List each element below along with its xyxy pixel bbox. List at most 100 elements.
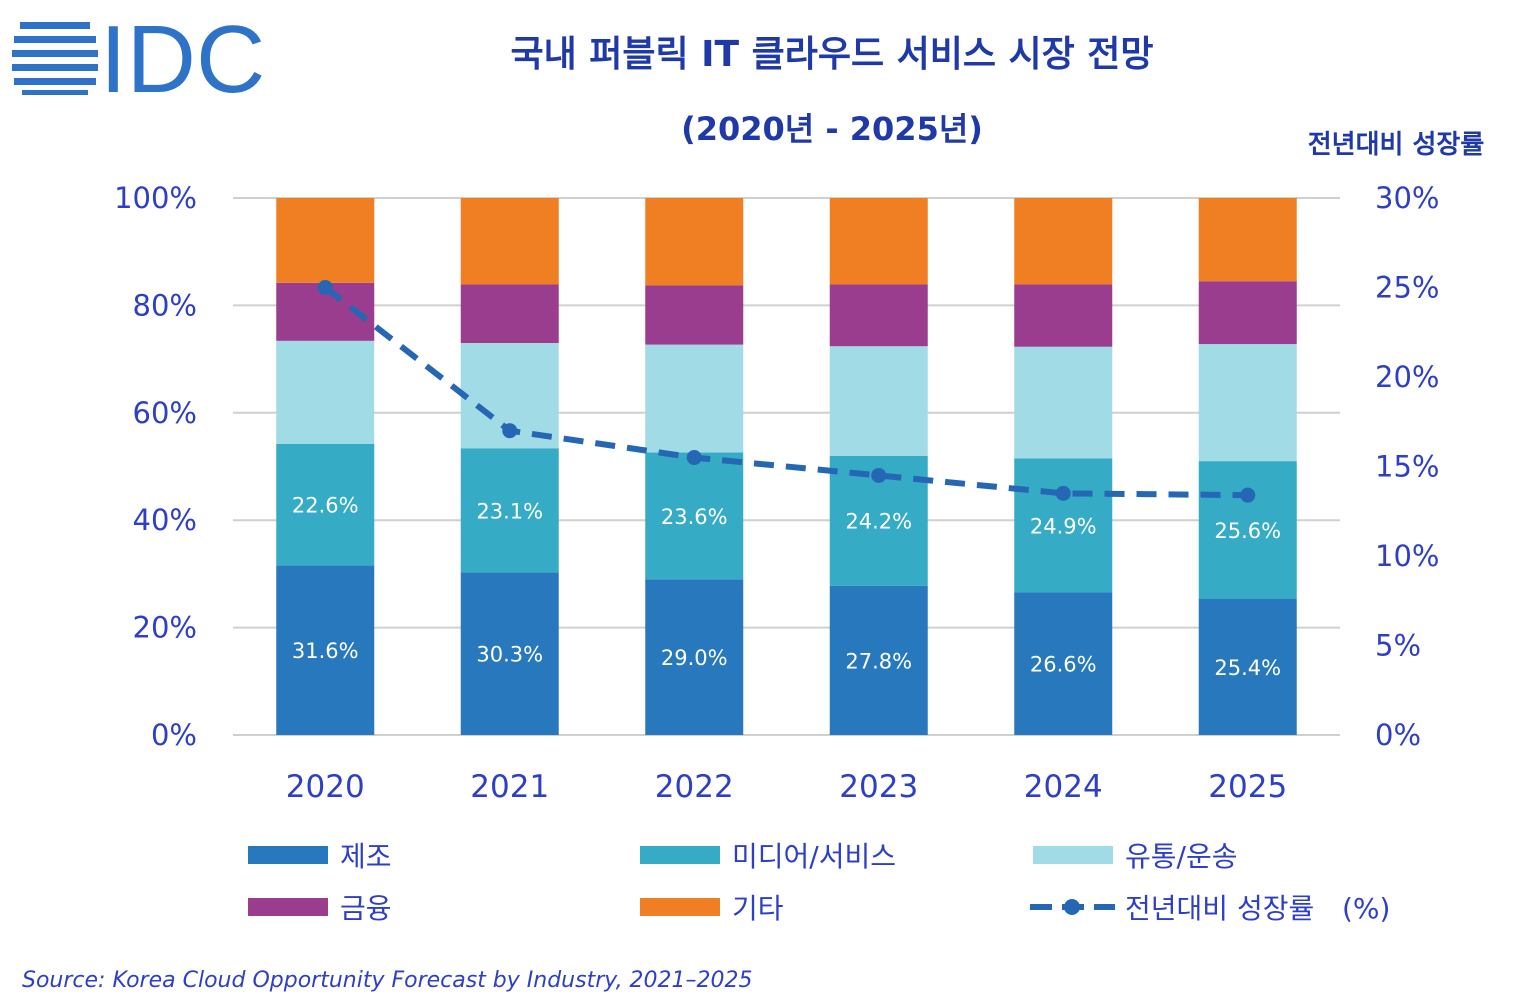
right-tick-label: 0% xyxy=(1375,718,1421,752)
legend-swatch xyxy=(248,846,328,864)
bar-segment xyxy=(1198,281,1297,345)
bar-segment xyxy=(1198,344,1297,462)
legend-swatch xyxy=(248,898,328,916)
chart-subtitle: (2020년 - 2025년) xyxy=(681,110,983,148)
left-tick-label: 100% xyxy=(114,181,197,215)
segment-value-label: 23.1% xyxy=(476,499,543,523)
chart-title: 국내 퍼블릭 IT 클라우드 서비스 시장 전망 xyxy=(510,34,1153,75)
x-tick-label: 2023 xyxy=(839,769,918,805)
bar-segment xyxy=(1014,284,1113,347)
x-tick-label: 2022 xyxy=(655,769,734,805)
growth-point xyxy=(317,280,333,295)
legend-unit-label: (%) xyxy=(1342,892,1390,925)
growth-point xyxy=(1240,487,1256,503)
bar-segment xyxy=(829,585,928,735)
legend-label: 미디어/서비스 xyxy=(732,840,896,873)
bar-segment xyxy=(1198,598,1297,735)
x-tick-label: 2024 xyxy=(1024,769,1103,805)
x-tick-label: 2020 xyxy=(286,769,365,805)
globe-stripes-icon xyxy=(12,22,98,95)
bar-segment xyxy=(276,340,375,444)
bar-segment xyxy=(645,285,744,345)
left-tick-label: 40% xyxy=(133,503,197,537)
legend-item: 제조 xyxy=(248,840,392,873)
segment-value-label: 25.6% xyxy=(1214,519,1281,543)
growth-point xyxy=(1055,485,1071,501)
growth-point xyxy=(871,467,887,483)
segment-value-label: 23.6% xyxy=(661,505,728,529)
bar-segment xyxy=(645,344,744,453)
segment-value-label: 22.6% xyxy=(292,494,359,518)
bar-segment xyxy=(645,579,744,735)
legend-item: 금융 xyxy=(248,892,392,925)
bar-segment xyxy=(1198,461,1297,599)
bar-segment xyxy=(645,198,744,286)
segment-value-label: 24.9% xyxy=(1030,514,1097,538)
segment-labels: 31.6% 22.6% 30.3% 23.1% 29.0% 23.6% 27.8% 24.2%… xyxy=(292,494,1281,680)
legend-label: 제조 xyxy=(340,840,392,873)
left-axis: 0% 20% 40% 60% 80% 100% xyxy=(114,181,197,752)
left-tick-label: 60% xyxy=(133,396,197,430)
bar-segment xyxy=(1014,198,1113,285)
legend-item: 미디어/서비스 xyxy=(640,840,896,873)
growth-point xyxy=(686,450,702,466)
right-tick-label: 5% xyxy=(1375,629,1421,663)
x-tick-label: 2025 xyxy=(1208,769,1287,805)
bar-segment xyxy=(1198,198,1297,282)
bar-segment xyxy=(460,572,559,735)
bar-segment xyxy=(829,284,928,347)
x-axis: 2020 2021 2022 2023 2024 2025 xyxy=(286,769,1287,805)
bar-segment xyxy=(276,443,375,566)
legend-label: 전년대비 성장률 xyxy=(1125,892,1314,925)
growth-line-series xyxy=(317,280,1256,503)
bar-segment xyxy=(645,452,744,580)
legend-label: 금융 xyxy=(340,892,392,925)
right-tick-label: 10% xyxy=(1375,539,1439,573)
legend-item: 기타 xyxy=(640,892,784,925)
bar-segment xyxy=(276,565,375,735)
left-tick-label: 80% xyxy=(133,288,197,322)
bar-segment xyxy=(829,198,928,285)
right-tick-label: 15% xyxy=(1375,450,1439,484)
legend-line-marker xyxy=(1064,899,1080,915)
segment-value-label: 27.8% xyxy=(845,649,912,673)
left-tick-label: 20% xyxy=(133,611,197,645)
growth-line xyxy=(323,285,1248,499)
legend-item: 유통/운송 xyxy=(1033,840,1237,873)
right-tick-label: 20% xyxy=(1375,360,1439,394)
idc-logo: IDC xyxy=(12,6,265,113)
legend-swatch xyxy=(640,846,720,864)
right-tick-label: 25% xyxy=(1375,271,1439,305)
bar-segment xyxy=(276,198,375,283)
segment-value-label: 30.3% xyxy=(476,643,543,667)
x-tick-label: 2021 xyxy=(470,769,549,805)
segment-value-label: 31.6% xyxy=(292,639,359,663)
right-axis-title: 전년대비 성장률 xyxy=(1308,130,1485,160)
right-axis: 0% 5% 10% 15% 20% 25% 30% xyxy=(1375,181,1439,752)
bar-segment xyxy=(1014,592,1113,735)
legend-swatch xyxy=(640,898,720,916)
bar-segment xyxy=(460,284,559,343)
stacked-bars xyxy=(276,198,1297,735)
bar-segment xyxy=(829,346,928,456)
growth-point xyxy=(502,423,518,439)
segment-value-label: 29.0% xyxy=(661,646,728,670)
right-tick-label: 30% xyxy=(1375,181,1439,215)
legend-label: 유통/운송 xyxy=(1125,840,1237,873)
bar-segment xyxy=(1014,346,1113,459)
segment-value-label: 26.6% xyxy=(1030,653,1097,677)
segment-value-label: 24.2% xyxy=(845,510,912,534)
bar-segment xyxy=(1014,458,1113,593)
bar-segment xyxy=(460,448,559,573)
source-note: Source: Korea Cloud Opportunity Forecast… xyxy=(22,968,753,993)
left-tick-label: 0% xyxy=(151,718,197,752)
gridlines xyxy=(233,197,1340,736)
legend-label: 기타 xyxy=(732,892,784,925)
segment-value-label: 25.4% xyxy=(1214,656,1281,680)
logo-wordmark: IDC xyxy=(100,6,265,113)
legend-item: 전년대비 성장률 (%) xyxy=(1030,892,1390,925)
legend-swatch xyxy=(1033,846,1113,864)
bar-segment xyxy=(460,198,559,285)
